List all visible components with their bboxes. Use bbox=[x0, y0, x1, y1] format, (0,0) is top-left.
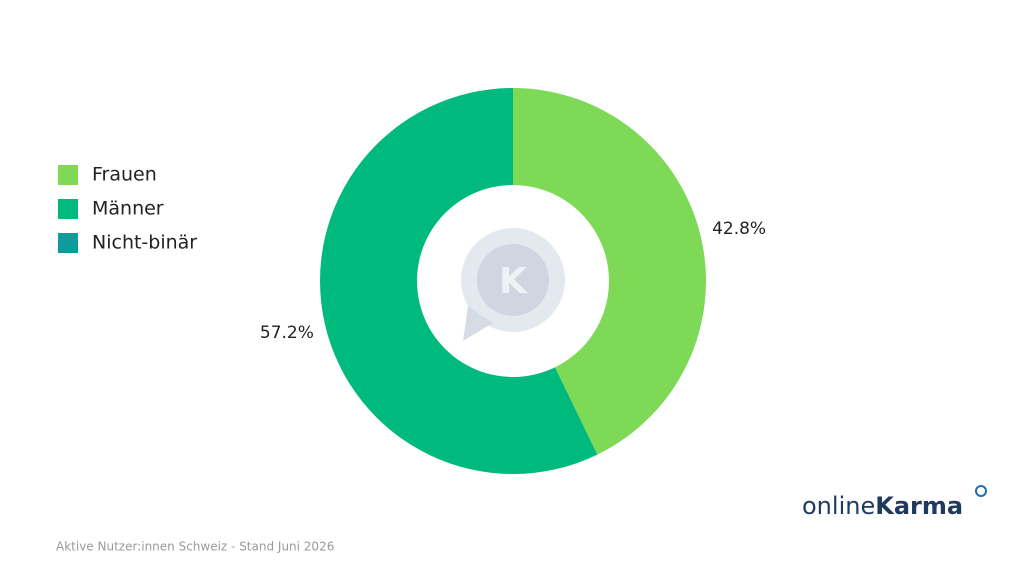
donut-slice bbox=[319, 88, 598, 475]
legend-label: Nicht-binär bbox=[92, 232, 197, 254]
brand-logo: onlineKarma bbox=[802, 492, 963, 520]
value-label: 57.2% bbox=[260, 323, 314, 343]
brand-dot bbox=[975, 485, 987, 497]
value-label: 42.8% bbox=[712, 219, 766, 239]
watermark-letter: K bbox=[499, 261, 528, 302]
watermark-inner bbox=[477, 244, 549, 316]
brand-name: Karma bbox=[875, 492, 963, 520]
donut-slice bbox=[513, 88, 706, 455]
caption: Aktive Nutzer:innen Schweiz - Stand Juni… bbox=[56, 540, 334, 554]
legend-label: Männer bbox=[92, 198, 164, 220]
legend-swatch bbox=[58, 233, 78, 253]
legend-swatch bbox=[58, 165, 78, 185]
legend-swatch bbox=[58, 199, 78, 219]
watermark-tail bbox=[463, 306, 493, 341]
brand-prefix: online bbox=[802, 492, 875, 520]
legend-label: Frauen bbox=[92, 164, 157, 186]
